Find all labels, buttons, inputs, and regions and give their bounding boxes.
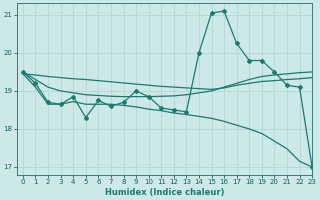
X-axis label: Humidex (Indice chaleur): Humidex (Indice chaleur): [105, 188, 224, 197]
